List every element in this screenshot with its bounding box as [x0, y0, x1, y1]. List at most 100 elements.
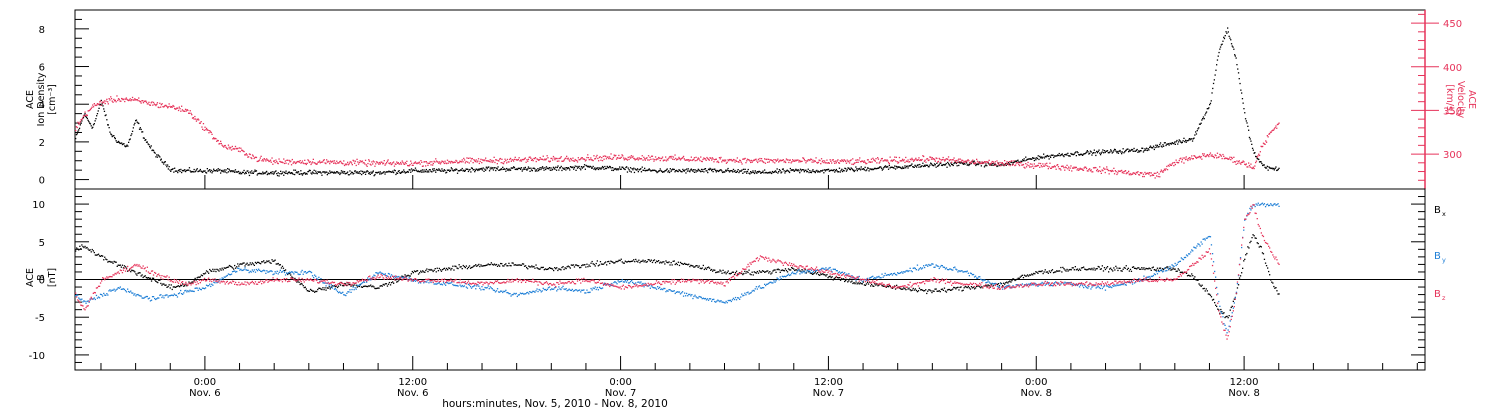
ion-density-point: [432, 170, 434, 172]
b-axis-label-line: ACE: [25, 268, 36, 287]
bx-point: [443, 267, 446, 269]
by-point: [592, 287, 594, 289]
ion-density-point: [184, 170, 187, 173]
solar-wind-velocity-point: [496, 163, 498, 165]
ion-density-point: [373, 175, 375, 177]
by-point: [377, 273, 379, 275]
by-point: [343, 294, 345, 296]
by-point: [613, 281, 615, 284]
ion-density-point: [160, 159, 162, 161]
by-point: [443, 283, 446, 285]
bx-point: [433, 269, 435, 271]
ion-density-point: [1028, 158, 1030, 160]
by-point: [542, 287, 544, 289]
bx-point: [262, 261, 264, 263]
ion-density-point: [233, 170, 235, 172]
solar-wind-velocity-point: [1009, 164, 1011, 167]
by-point: [84, 300, 86, 303]
ion-density-point: [806, 171, 808, 173]
solar-wind-velocity-point: [155, 104, 157, 107]
solar-wind-velocity-point: [260, 155, 262, 157]
ion-density-point: [1118, 150, 1120, 152]
solar-wind-velocity-point: [654, 158, 656, 161]
ion-density-point: [305, 172, 307, 175]
solar-wind-velocity-point: [813, 160, 816, 162]
bx-point: [228, 264, 231, 267]
solar-wind-velocity-point: [411, 164, 413, 166]
ion-density-point: [329, 170, 331, 172]
bx-point: [398, 279, 400, 281]
ion-density-point: [1216, 64, 1218, 66]
solar-wind-velocity-point: [653, 160, 655, 162]
by-point: [326, 282, 328, 285]
ion-density-point: [942, 164, 944, 166]
solar-wind-velocity-point: [643, 156, 645, 158]
solar-wind-velocity-point: [499, 157, 502, 160]
ion-density-point: [206, 168, 208, 170]
by-point: [156, 298, 158, 300]
ion-density-point: [970, 162, 972, 165]
solar-wind-velocity-point: [867, 159, 869, 161]
bx-point: [891, 287, 894, 289]
bx-point: [1070, 269, 1072, 271]
solar-wind-velocity-point: [205, 129, 207, 131]
solar-wind-velocity-point: [129, 98, 131, 100]
solar-wind-velocity-point: [1215, 155, 1217, 157]
solar-wind-velocity-point: [785, 161, 787, 164]
solar-wind-velocity-point: [858, 159, 860, 161]
by-point: [631, 279, 633, 282]
bx-point: [1002, 285, 1004, 287]
solar-wind-velocity-point: [89, 108, 92, 111]
solar-wind-velocity-point: [145, 101, 148, 103]
ion-density-point: [718, 170, 720, 173]
solar-wind-velocity-point: [736, 157, 738, 159]
ion-density-point: [209, 171, 212, 173]
ion-density-point: [838, 167, 841, 169]
bx-point: [115, 261, 117, 263]
ion-density-point: [323, 171, 325, 173]
solar-wind-velocity-point: [91, 106, 93, 108]
bx-point: [933, 290, 935, 292]
bx-point: [942, 289, 944, 291]
solar-wind-velocity-point: [335, 163, 337, 165]
bx-point: [154, 279, 156, 281]
solar-wind-velocity-point: [126, 98, 128, 101]
by-point: [80, 299, 82, 301]
ion-density-point: [382, 172, 384, 174]
bx-point: [517, 264, 519, 266]
bx-point: [969, 288, 972, 290]
by-point: [130, 290, 132, 292]
solar-wind-velocity-point: [1043, 165, 1046, 167]
ion-density-point: [1059, 155, 1061, 157]
ion-density-point: [843, 170, 845, 172]
solar-wind-velocity-point: [1139, 172, 1141, 174]
bx-point: [1203, 287, 1205, 290]
solar-wind-velocity-point: [755, 158, 757, 160]
ion-density-point: [1108, 152, 1110, 154]
solar-wind-velocity-point: [1093, 167, 1095, 169]
solar-wind-velocity-point: [544, 158, 546, 160]
ion-density-point: [952, 164, 954, 167]
solar-wind-velocity-point: [863, 160, 866, 162]
ion-density-point: [687, 168, 689, 170]
ion-density-point: [658, 170, 660, 172]
ion-density-point: [707, 168, 710, 170]
solar-wind-velocity-point: [583, 158, 585, 160]
bx-point: [1204, 290, 1206, 292]
ion-density-point: [455, 168, 457, 170]
ion-density-point: [1277, 168, 1279, 171]
ion-density-point: [414, 169, 416, 172]
solar-wind-velocity-point: [865, 163, 867, 165]
bx-point: [176, 285, 179, 287]
solar-wind-velocity-point: [77, 121, 79, 123]
bx-point: [598, 264, 601, 266]
solar-wind-velocity-point: [985, 161, 987, 163]
solar-wind-velocity-point: [793, 160, 795, 162]
solar-wind-velocity-point: [220, 142, 222, 145]
solar-wind-velocity-point: [644, 159, 646, 161]
solar-wind-velocity-point: [829, 159, 831, 161]
ion-density-point: [854, 169, 856, 172]
solar-wind-velocity-point: [1260, 145, 1262, 147]
by-point: [537, 290, 539, 293]
bx-point: [113, 260, 115, 263]
